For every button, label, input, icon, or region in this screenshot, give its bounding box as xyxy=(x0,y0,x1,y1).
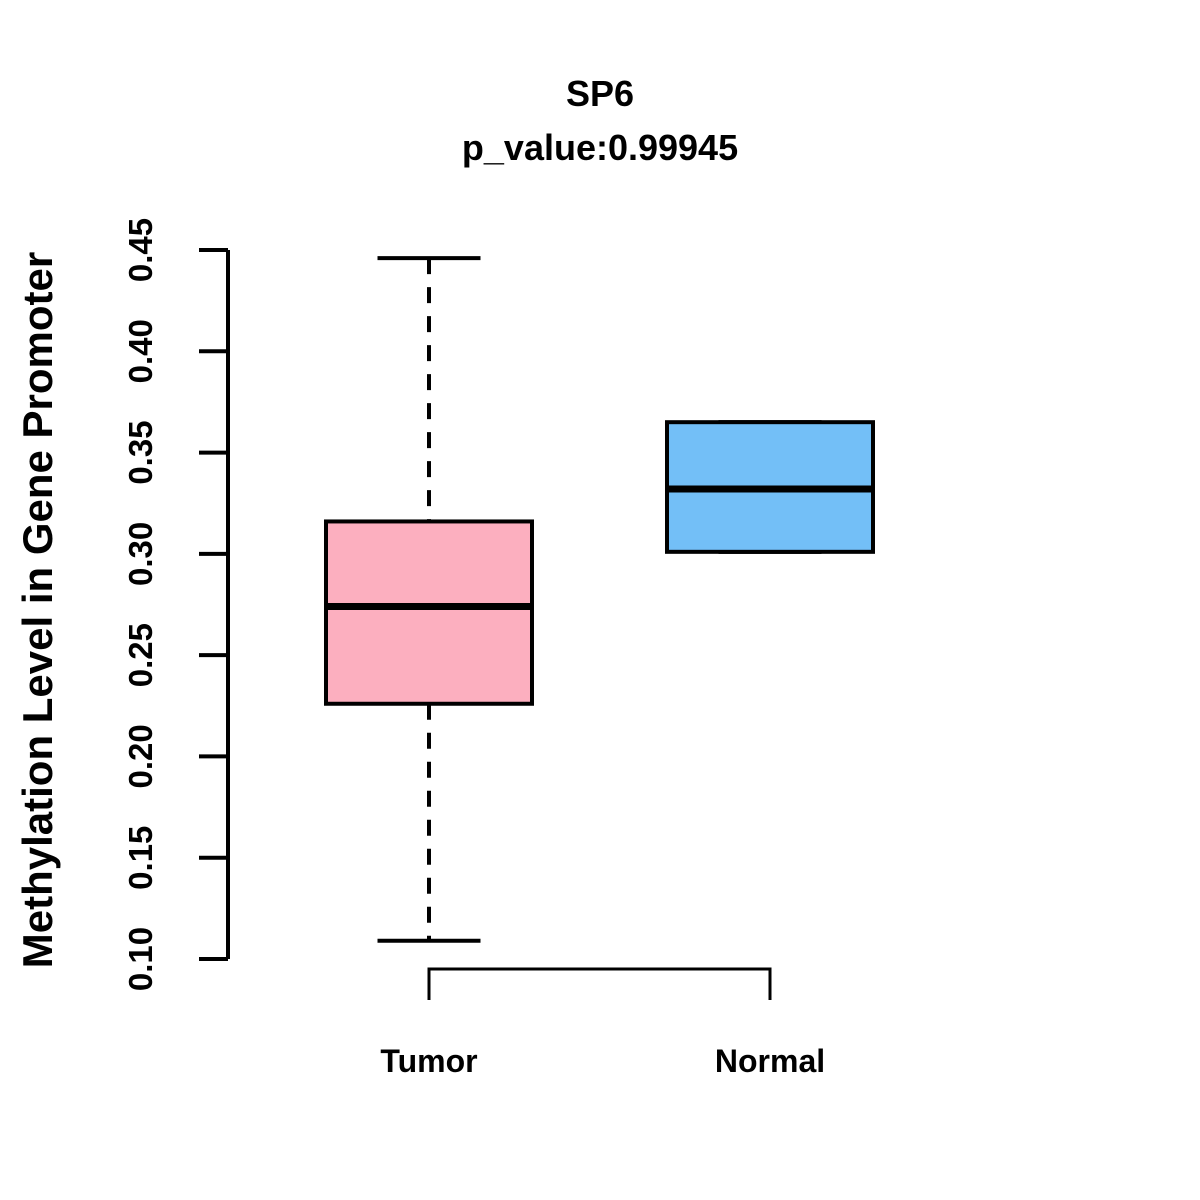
y-axis-tick-label: 0.45 xyxy=(122,218,159,282)
iqr-box xyxy=(324,519,534,706)
y-axis-tick-label: 0.30 xyxy=(122,522,159,586)
y-axis: 0.10 0.15 0.20 0.25 0.30 0.35 0.40 0.45 xyxy=(122,218,230,991)
annotation-layer: Tumor Normal xyxy=(380,967,825,1079)
box-tumor xyxy=(324,256,534,943)
y-axis-title: Methylation Level in Gene Promoter xyxy=(14,252,61,968)
y-axis-tick-label: 0.40 xyxy=(122,319,159,383)
y-axis-tick-label: 0.15 xyxy=(122,826,159,890)
x-axis-label-tumor: Tumor xyxy=(380,1043,477,1079)
comparison-bracket xyxy=(427,967,772,1000)
box-normal xyxy=(665,420,875,554)
y-axis-tick-label: 0.20 xyxy=(122,724,159,788)
x-axis-label-normal: Normal xyxy=(715,1043,825,1079)
y-axis-tick-label: 0.25 xyxy=(122,623,159,687)
boxes-layer xyxy=(324,256,875,943)
chart-title: SP6 xyxy=(566,73,634,114)
y-axis-tick-label: 0.35 xyxy=(122,420,159,484)
y-axis-tick-label: 0.10 xyxy=(122,927,159,991)
chart-subtitle: p_value:0.99945 xyxy=(462,127,738,168)
